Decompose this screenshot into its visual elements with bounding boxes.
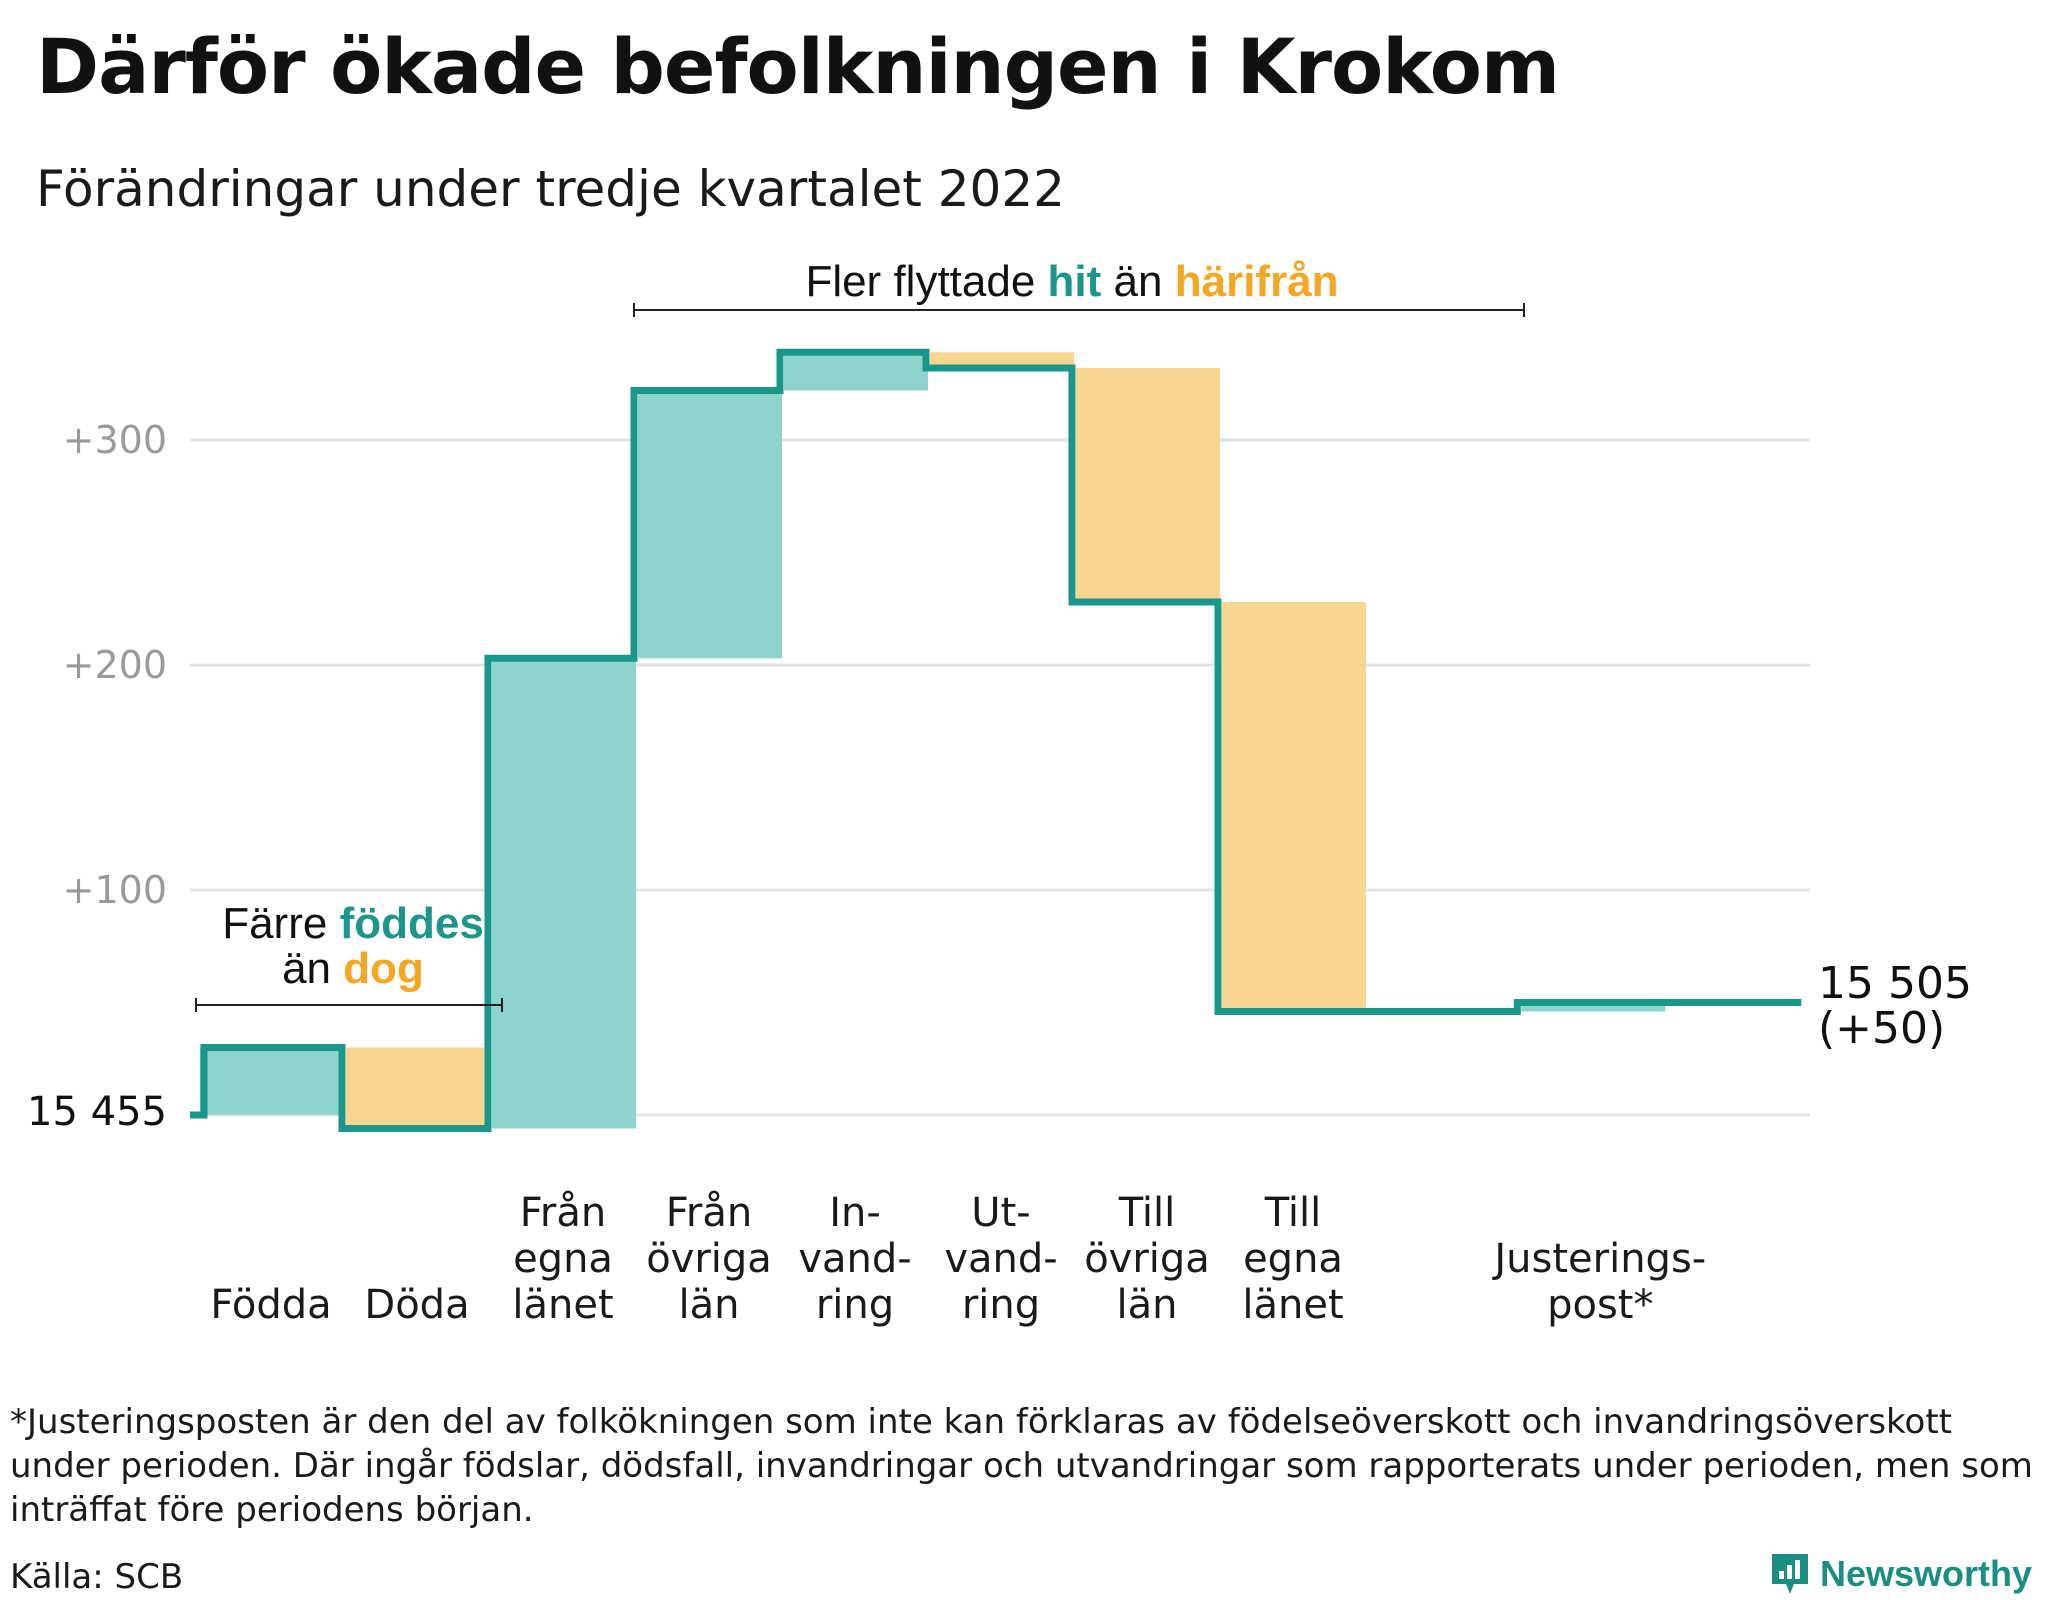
category-label-doda: Döda [364, 1282, 469, 1328]
category-label-invandring: ring [816, 1282, 894, 1328]
category-label-utvandring: Ut- [971, 1190, 1030, 1236]
moves-annotation: Fler flyttade hit än härifrån [805, 257, 1338, 306]
category-label-till_egna: egna [1243, 1236, 1343, 1282]
gridlines [190, 438, 1810, 1117]
category-label-fran_ovriga: Från [666, 1190, 752, 1236]
category-label-till_egna: länet [1242, 1282, 1343, 1328]
base-population-label: 15 455 [27, 1089, 167, 1135]
running-total-line [190, 348, 1802, 1132]
category-label-fodda: Födda [210, 1282, 331, 1328]
bars [200, 352, 1666, 1129]
chart-title: Därför ökade befolkningen i Krokom [36, 22, 1560, 111]
births-annotation-bracket [195, 998, 503, 1012]
category-label-fran_egna: egna [513, 1236, 613, 1282]
y-tick-label: +100 [63, 868, 167, 912]
category-label-invandring: vand- [798, 1236, 911, 1282]
category-label-fran_egna: Från [520, 1190, 606, 1236]
births-annotation-line2: än dog [282, 944, 424, 993]
bar-till_ovriga [1076, 368, 1220, 602]
source-label: Källa: SCB [10, 1557, 184, 1597]
category-label-utvandring: ring [962, 1282, 1040, 1328]
chart-subtitle: Förändringar under tredje kvartalet 2022 [36, 160, 1065, 218]
footnote: *Justeringsposten är den del av folkökni… [10, 1402, 2033, 1530]
bar-doda [346, 1047, 490, 1129]
category-label-invandring: In- [829, 1190, 881, 1236]
end-change-label: (+50) [1818, 1003, 1945, 1054]
bar-fodda [200, 1047, 344, 1115]
category-label-justering: post* [1547, 1282, 1653, 1328]
moves-annotation-bracket [633, 303, 1525, 317]
bar-justering [1521, 1002, 1666, 1012]
category-label-fran_egna: länet [512, 1282, 613, 1328]
category-label-justering: Justerings- [1491, 1236, 1706, 1282]
bar-fran_ovriga [638, 390, 782, 659]
category-label-utvandring: vand- [944, 1236, 1057, 1282]
y-tick-label: +300 [63, 418, 167, 462]
running-total-line-group [190, 348, 1802, 1132]
bar-till_egna [1222, 602, 1366, 1012]
category-label-fran_ovriga: län [679, 1282, 740, 1328]
y-tick-label: +200 [63, 643, 167, 687]
end-population-label: 15 505 [1818, 958, 1972, 1009]
births-annotation-line1: Färre föddes [222, 899, 484, 948]
category-label-fran_ovriga: övriga [646, 1236, 772, 1282]
category-label-till_ovriga: övriga [1084, 1236, 1210, 1282]
category-label-till_egna: Till [1264, 1190, 1322, 1236]
newsworthy-logo-icon [1772, 1554, 1808, 1594]
bar-fran_egna [492, 658, 636, 1129]
bar-utvandring [930, 352, 1074, 368]
brand-logo: Newsworthy [1768, 1550, 2032, 1598]
category-label-till_ovriga: Till [1118, 1190, 1176, 1236]
bar-invandring [784, 352, 928, 391]
category-label-till_ovriga: län [1117, 1282, 1178, 1328]
brand-name: Newsworthy [1820, 1553, 2033, 1594]
